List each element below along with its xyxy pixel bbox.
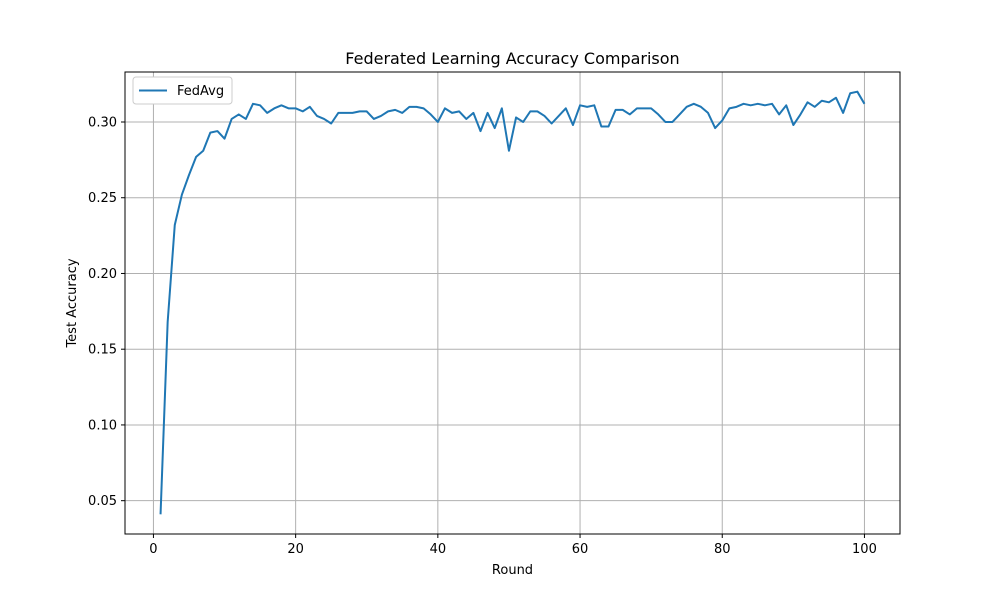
x-tick-label: 0 [149,542,157,557]
y-tick-label: 0.30 [88,115,117,130]
legend-box [132,76,233,105]
x-tick-label: 100 [852,542,877,557]
x-tick-label: 20 [287,542,304,557]
plot-area-frame [124,71,901,535]
x-axis-ticks: 0 20 40 60 80 100 [149,534,877,557]
y-tick-label: 0.25 [88,191,117,206]
x-tick-label: 60 [572,542,589,557]
series-line-fedavg [159,90,866,515]
x-axis-label: Round [492,563,533,578]
x-tick-label: 80 [714,542,731,557]
y-tick-label: 0.05 [88,494,117,509]
gridlines [125,72,900,534]
y-tick-label: 0.15 [88,343,117,358]
chart-title: Federated Learning Accuracy Comparison [345,49,679,68]
y-tick-label: 0.20 [88,267,117,282]
y-axis-ticks: 0.05 0.10 0.15 0.20 0.25 0.30 [88,115,125,509]
y-tick-label: 0.10 [88,418,117,433]
y-axis-label: Test Accuracy [65,258,80,348]
legend: FedAvg [132,76,233,105]
legend-label: FedAvg [177,84,224,99]
series-lines [159,90,866,515]
x-tick-label: 40 [430,542,447,557]
